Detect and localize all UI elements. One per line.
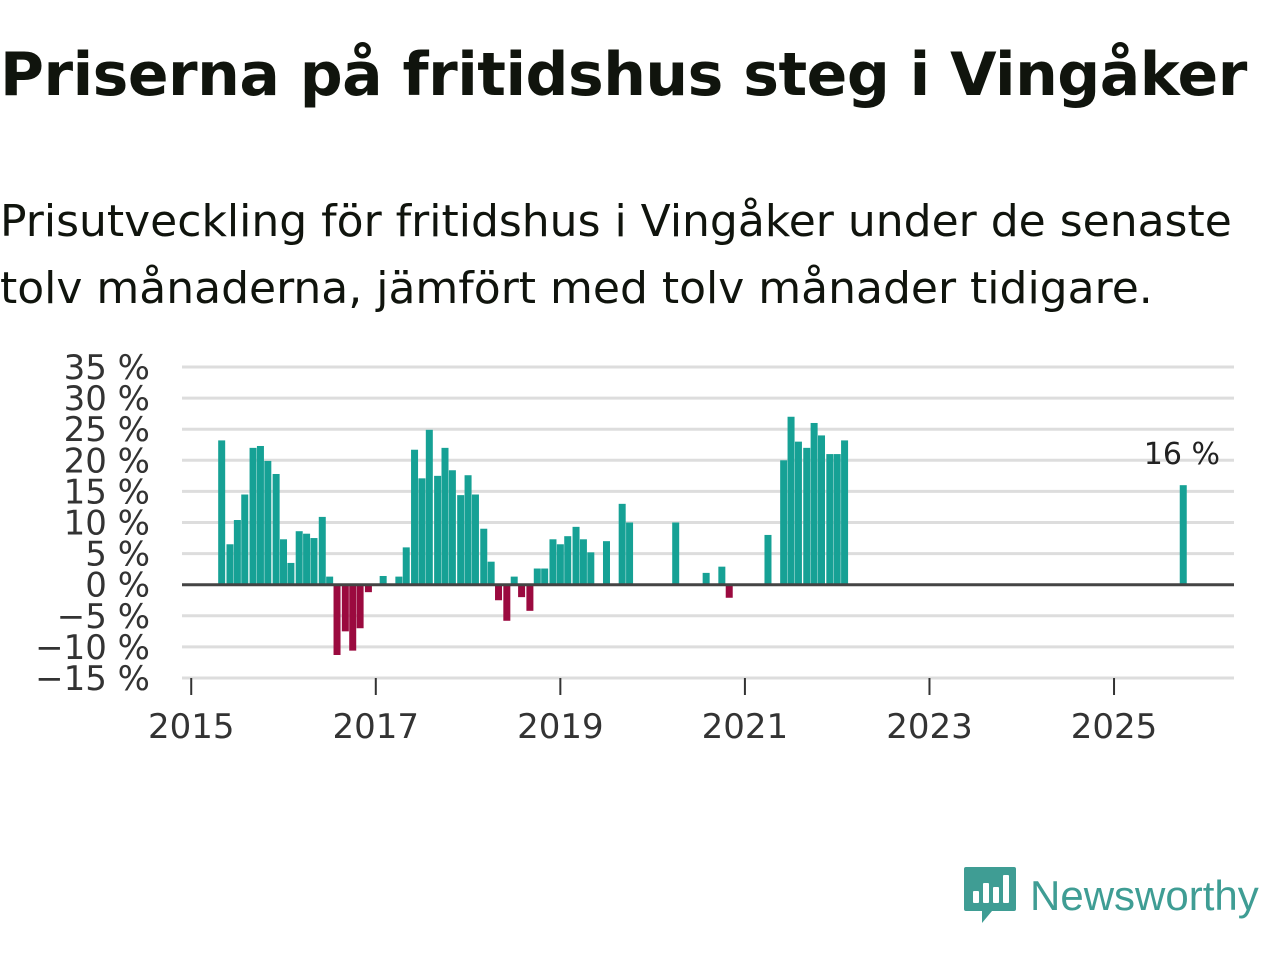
bar [1179, 485, 1187, 585]
bar [780, 460, 788, 585]
bar [341, 584, 349, 632]
bar [495, 584, 503, 601]
bar [457, 495, 465, 585]
y-tick-label: 30 % [64, 379, 150, 419]
bar-chart: 35 %30 %25 %20 %15 %10 %5 %0 %−5 %−10 %−… [35, 348, 1234, 747]
x-axis: 2015 2017 2019 2021 2023 2025 [148, 677, 1234, 747]
bar [572, 526, 580, 585]
newsworthy-brand: Newsworthy [962, 864, 1259, 928]
bar [618, 503, 626, 585]
bar [418, 478, 426, 585]
y-tick-label: −10 % [35, 628, 150, 668]
bar [349, 584, 357, 651]
bar [280, 539, 288, 585]
newsworthy-logo-icon [964, 867, 1016, 923]
bar [448, 470, 456, 585]
bar [364, 584, 372, 593]
bar [356, 584, 364, 629]
bar [602, 541, 610, 585]
bar [533, 568, 541, 585]
bar [256, 445, 264, 585]
bar [487, 561, 495, 585]
bar [833, 454, 841, 585]
bar [464, 475, 472, 585]
bar [579, 539, 587, 585]
bar [794, 441, 802, 585]
x-tick-label: 2025 [1071, 707, 1158, 747]
bar [233, 520, 241, 585]
bar [425, 429, 433, 585]
bar [303, 533, 311, 585]
bar [518, 584, 526, 598]
page-title: Priserna på fritidshus steg i Vingåker [0, 40, 1247, 110]
bars [182, 416, 1234, 655]
bar [241, 494, 249, 585]
bar [510, 576, 518, 585]
x-tick-label: 2015 [148, 707, 235, 747]
bar [480, 528, 488, 585]
x-tick-label: 2019 [517, 707, 604, 747]
y-tick-label: 0 % [85, 566, 150, 606]
bar [395, 576, 403, 585]
bar [471, 494, 479, 585]
bar [549, 539, 557, 585]
x-tick-label: 2021 [702, 707, 789, 747]
y-tick-label: 25 % [64, 410, 150, 450]
bar [764, 534, 772, 585]
bar [434, 475, 442, 585]
bar [333, 584, 341, 655]
bar [326, 576, 334, 585]
bar [310, 538, 318, 585]
bar [818, 435, 826, 585]
bar [672, 522, 680, 585]
bar [411, 449, 419, 585]
bar [272, 473, 280, 585]
y-tick-label: 20 % [64, 441, 150, 481]
y-tick-label: 5 % [85, 535, 150, 575]
bar [725, 584, 733, 598]
bar [841, 440, 849, 585]
y-axis-ticks: 35 %30 %25 %20 %15 %10 %5 %0 %−5 %−10 %−… [35, 348, 150, 699]
value-annotation: 16 % [1144, 437, 1220, 472]
y-tick-label: −15 % [35, 659, 150, 699]
bar [318, 516, 326, 585]
bar [810, 422, 818, 585]
bar [441, 447, 449, 585]
bar [402, 547, 410, 585]
bar [626, 522, 634, 585]
bar [718, 566, 726, 585]
bar [787, 416, 795, 585]
bar [226, 544, 234, 585]
bar [556, 544, 564, 585]
bar [826, 454, 834, 585]
bar [803, 447, 811, 585]
y-tick-label: 15 % [64, 472, 150, 512]
bar [295, 531, 303, 585]
bar [541, 568, 549, 585]
y-tick-label: −5 % [57, 597, 150, 637]
bar [249, 447, 257, 585]
bar [587, 552, 595, 585]
x-tick-label: 2017 [333, 707, 420, 747]
bar [379, 575, 387, 585]
chart-subtitle: Prisutveckling för fritidshus i Vingåker… [0, 196, 1232, 314]
bar [503, 584, 511, 621]
y-tick-label: 10 % [64, 504, 150, 544]
bar [564, 536, 572, 585]
bar [264, 460, 272, 585]
y-tick-label: 35 % [64, 348, 150, 388]
x-tick-label: 2023 [886, 707, 973, 747]
annotations: 16 % [1144, 437, 1220, 472]
bar [287, 562, 295, 585]
brand-name: Newsworthy [1030, 872, 1259, 919]
bar [526, 584, 534, 611]
bar [218, 440, 226, 585]
bar [702, 572, 710, 585]
